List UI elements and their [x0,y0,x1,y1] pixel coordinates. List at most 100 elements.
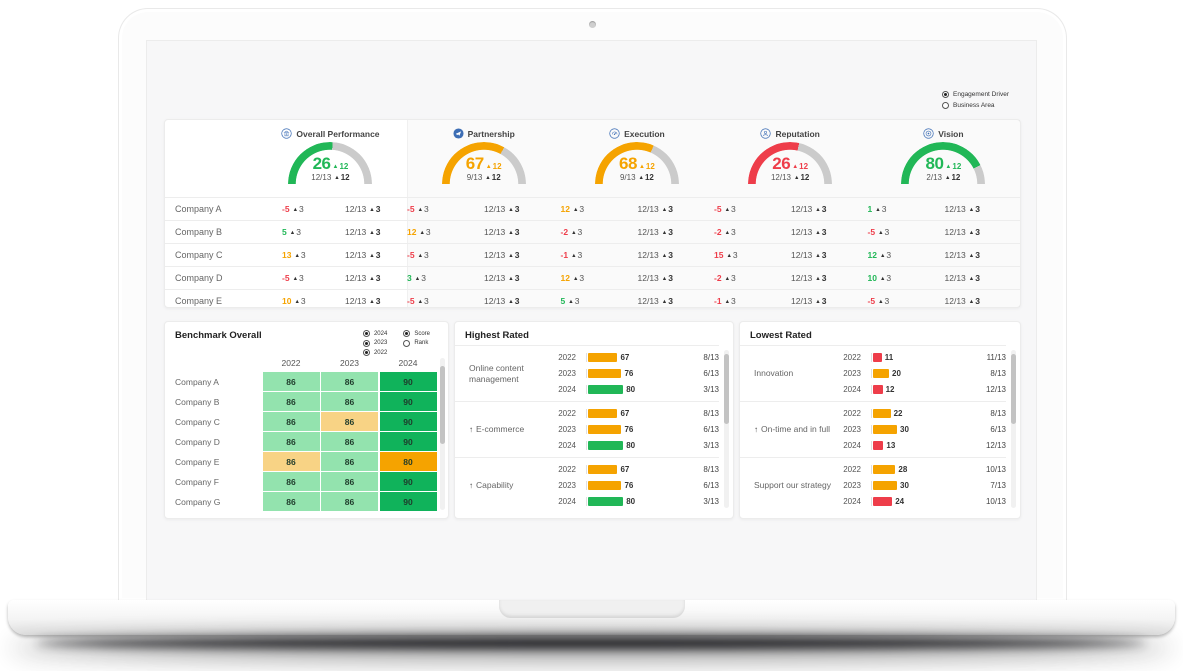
rank-cell: 12/13 ▲3 [637,227,673,237]
bar-rank: 11/13 [986,353,1006,362]
bar-rank: 6/13 [990,425,1006,434]
view-mode-toggle: Engagement Driver Business Area [942,91,1009,113]
bar-year-label: 2023 [843,369,861,378]
bar-track: 76 [586,481,687,490]
kpi-section-overall-performance: Overall Performance 26 ▲12 12/13 ▲12 [254,120,407,197]
view-option-business-area[interactable]: Business Area [942,102,1009,109]
kpi-section-partnership: Partnership 67 ▲12 9/13 ▲12 [407,120,560,197]
gauge-delta: ▲12 [332,162,349,171]
kpi-section-vision: Vision 80 ▲12 2/13 ▲12 [867,120,1020,197]
radio-icon[interactable] [362,349,370,356]
rated-bar-row: 2023 76 6/13 [550,422,719,438]
rated-bar-row: 2022 67 8/13 [550,350,719,366]
bar-track: 11 [871,353,974,362]
rank-cell: 12/13 ▲3 [791,250,827,260]
gauge-delta: ▲12 [485,162,502,171]
benchmark-cell: 90 [379,412,437,431]
highest-rated-scrollbar[interactable] [724,350,729,508]
company-name: Company E [175,296,223,306]
trend-up-icon: ↑ [754,425,758,434]
bar-track: 22 [871,409,974,418]
mode-filter-rank[interactable]: Rank [403,339,430,347]
company-name: Company E [175,456,220,467]
score-cell: 1 ▲3 [867,204,887,214]
rated-item-label: Support our strategy [740,480,835,491]
bar-rank: 6/13 [703,425,719,434]
benchmark-row: Company B 86 86 90 [165,392,437,411]
gauge-value-block: 68 ▲12 9/13 ▲12 [595,155,679,182]
rank-cell: 12/13 ▲3 [791,296,827,306]
score-cell: -1 ▲3 [560,250,583,260]
kpi-section-header: Reputation [714,128,867,139]
year-filter-2022[interactable]: 2022 [362,349,387,356]
bar-rank: 12/13 [985,385,1006,394]
radio-icon[interactable] [403,339,411,347]
benchmark-year-label: 2024 [398,358,418,368]
rank-cell: 12/13 ▲3 [345,273,381,283]
bar-value: 76 [624,369,634,378]
kpi-section-reputation: Reputation 26 ▲12 12/13 ▲12 [714,120,867,197]
gauge-rank: 9/13 ▲12 [466,172,501,182]
gauge-value-block: 80 ▲12 2/13 ▲12 [901,155,985,182]
kpi-section-header: Execution [560,128,713,139]
score-cell: 12 ▲3 [560,204,585,214]
rated-item: Online content management 2022 67 8/13 2023 7… [455,345,719,401]
bar-value: 22 [893,409,903,418]
score-cell: 3 ▲3 [407,273,426,283]
paper-plane-icon [453,128,464,139]
rated-bar-row: 2022 28 10/13 [835,462,1006,478]
bar-year-label: 2023 [558,481,576,490]
lowest-rated-scroll-thumb[interactable] [1011,354,1016,424]
score-cell: 10 ▲3 [282,296,306,306]
bar-track: 13 [871,441,974,450]
radio-icon[interactable] [403,330,411,337]
company-row: Company D -5 ▲3 12/13 ▲3 3 ▲3 12/13 ▲3 12 ▲3 12/13 ▲… [165,266,1020,289]
view-option-engagement-driver[interactable]: Engagement Driver [942,91,1009,98]
company-name: Company B [175,396,220,407]
benchmark-card: Benchmark Overall 2024 2023 2022 Score Rank… [164,321,449,519]
rank-cell: 12/13 ▲3 [484,296,520,306]
benchmark-row: Company D 86 86 90 [165,432,437,451]
mode-filter-score[interactable]: Score [403,330,430,337]
company-name: Company D [175,436,220,447]
score-cell: 15 ▲3 [714,250,738,260]
radio-icon[interactable] [942,91,949,98]
bar-year-label: 2022 [843,465,861,474]
bar-year-label: 2024 [558,497,576,506]
bar-value: 13 [886,441,896,450]
rank-cell: 12/13 ▲3 [484,273,520,283]
benchmark-cell: 90 [379,392,437,411]
year-filter-2024[interactable]: 2024 [362,330,387,337]
radio-icon[interactable] [942,102,949,109]
bar-rank: 10/13 [985,465,1006,474]
rank-cell: 12/13 ▲3 [637,273,673,283]
company-name: Company C [175,416,220,427]
benchmark-scrollbar[interactable] [440,358,445,510]
score-cell: -2 ▲3 [714,227,736,237]
highest-rated-scroll-thumb[interactable] [724,354,729,424]
bar-rank: 3/13 [703,497,719,506]
lowest-rated-scrollbar[interactable] [1011,350,1016,508]
bar-track: 80 [586,441,687,450]
benchmark-row: Company C 86 86 90 [165,412,437,431]
bar [588,385,624,394]
bar-track: 67 [586,465,687,474]
rated-item-label: Online content management [455,363,550,384]
gauge-overall-performance: 26 ▲12 12/13 ▲12 [288,142,373,189]
score-cell: 10 ▲3 [867,273,892,283]
gauge-value-block: 26 ▲12 12/13 ▲12 [288,155,372,182]
radio-icon[interactable] [362,330,370,337]
company-name: Company F [175,476,219,487]
year-filter-2023[interactable]: 2023 [362,339,387,347]
benchmark-scroll-thumb[interactable] [440,366,445,444]
bar-value: 76 [624,425,634,434]
company-row: Company C 13 ▲3 12/13 ▲3 -5 ▲3 12/13 ▲3 -1 ▲3 12/13… [165,243,1020,266]
bar-value: 67 [620,409,630,418]
radio-icon[interactable] [362,339,370,347]
bar-track: 28 [871,465,974,474]
rated-item-rows: 2022 67 8/13 2023 76 6/13 2024 80 3/13 [550,350,719,398]
view-option-engagement-driver-label: Engagement Driver [953,91,1009,98]
score-cell: -5 ▲3 [714,204,736,214]
lowest-rated-list: Innovation 2022 11 11/13 2023 20 8/13 2024 12 12/… [740,345,1006,516]
bar-year-label: 2022 [843,409,861,418]
